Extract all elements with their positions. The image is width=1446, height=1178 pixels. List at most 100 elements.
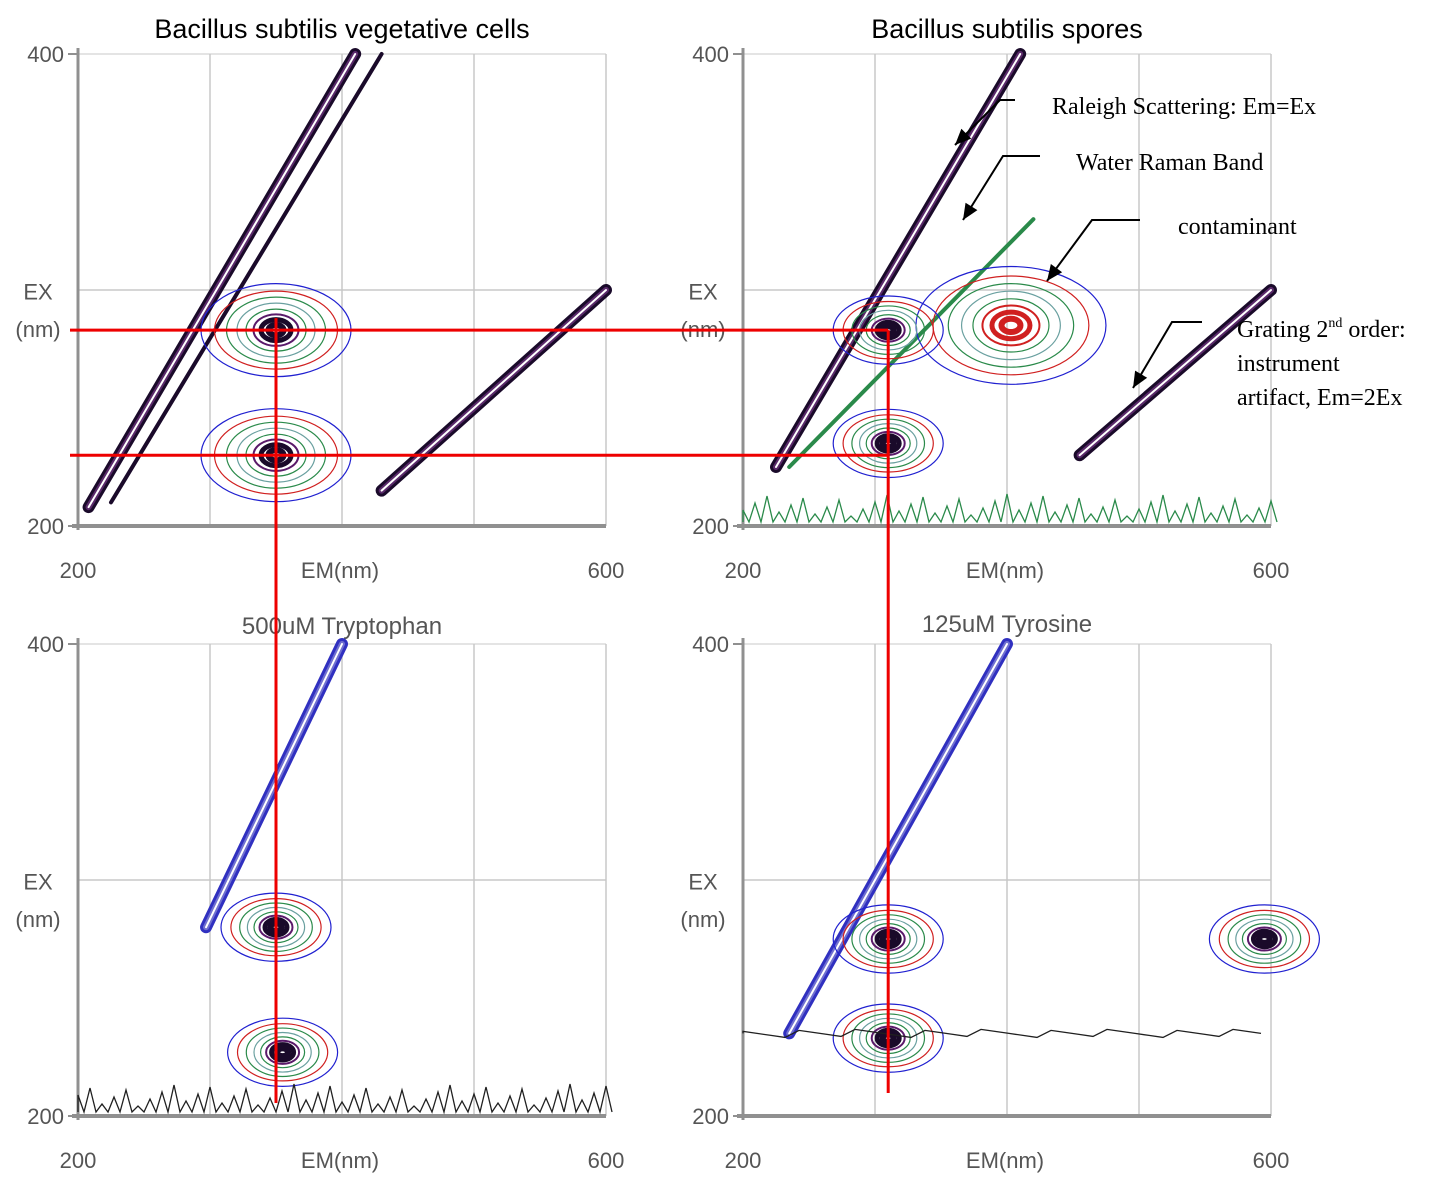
arrow-head <box>963 202 978 220</box>
band-water-raman-band <box>787 217 1036 469</box>
contour-ring <box>1218 909 1311 969</box>
contour-ring <box>269 1042 297 1063</box>
contour-ring <box>1250 928 1278 950</box>
chart-title: 125uM Tyrosine <box>922 611 1092 638</box>
band-core <box>1078 289 1272 457</box>
contour-ring <box>1255 932 1273 946</box>
contour-ring <box>972 298 1050 353</box>
x-tick-label-left: 200 <box>60 558 97 583</box>
y-tick-label-bottom: 200 <box>692 1104 729 1129</box>
arrow-rayleigh <box>954 99 1015 146</box>
band-grating-2nd-order <box>1073 284 1277 462</box>
band-core <box>380 289 607 492</box>
y-tick-label-top: 400 <box>27 632 64 657</box>
arrow-line <box>954 99 1015 146</box>
contour-ring <box>274 1045 292 1060</box>
contour-ring <box>260 1036 306 1069</box>
contour-ring <box>253 1031 312 1073</box>
arrow-line <box>962 155 1040 221</box>
x-tick-label-right: 600 <box>1253 1148 1290 1173</box>
y-tick-label-top: 400 <box>692 42 729 67</box>
band-stroke <box>787 217 1036 469</box>
band-water-raman-band <box>109 52 384 505</box>
contour-ring <box>998 315 1024 336</box>
red-guide-lines <box>70 318 890 1103</box>
x-tick-label-left: 200 <box>725 558 762 583</box>
band-core <box>788 643 1008 1035</box>
noise-contour <box>742 493 1278 525</box>
y-tick-label-bottom: 200 <box>27 514 64 539</box>
y-axis-label-line1: EX <box>23 279 53 304</box>
baseline-noise <box>742 1028 1262 1039</box>
arrow-contaminant <box>1046 219 1140 282</box>
x-tick-label-right: 600 <box>1253 558 1290 583</box>
arrow-head <box>1133 370 1148 388</box>
arrow-head <box>1047 263 1063 281</box>
arrow-head <box>955 128 972 145</box>
arrow-grating <box>1132 321 1202 389</box>
arrow-line <box>1132 321 1202 389</box>
band-core <box>205 643 343 929</box>
panels: 400 200 200 EM(nm) 600 EX (nm) Bacillus subtili… <box>15 14 1321 1173</box>
annotation-rayleigh: Raleigh Scattering: Em=Ex <box>1052 94 1316 120</box>
annotation-raman: Water Raman Band <box>1076 150 1263 176</box>
band-rayleigh-scattering <box>770 48 1027 473</box>
arrow-line <box>1046 219 1140 282</box>
x-axis-label: EM(nm) <box>966 1148 1044 1173</box>
contour-ring <box>1227 914 1302 964</box>
contour-ring <box>1241 922 1288 955</box>
band-rayleigh-scattering <box>783 638 1013 1040</box>
chart-panel-3: 400 200 200 EM(nm) 600 EX (nm) 500uM Tryptophan <box>15 613 624 1173</box>
band-stroke <box>109 52 384 505</box>
chart-panel-1: 400 200 200 EM(nm) 600 EX (nm) Bacillus subtili… <box>15 14 624 583</box>
chart-title: 500uM Tryptophan <box>242 613 442 640</box>
y-tick-label-bottom: 200 <box>692 514 729 539</box>
y-tick-label-top: 400 <box>692 632 729 657</box>
contour-ring <box>227 1017 339 1087</box>
contour-ring <box>1246 926 1282 952</box>
grating-prefix: Grating 2 <box>1237 317 1328 343</box>
grating-suffix: order: <box>1342 317 1405 343</box>
baseline-noise <box>742 493 1278 525</box>
contour-peak-4 <box>1208 904 1321 974</box>
arrow-raman <box>962 155 1040 221</box>
band-rayleigh-scattering <box>200 638 348 934</box>
x-tick-label-left: 200 <box>725 1148 762 1173</box>
x-tick-label-left: 200 <box>60 1148 97 1173</box>
x-axis-label: EM(nm) <box>301 1148 379 1173</box>
noise-contour <box>77 1083 613 1115</box>
contour-ring <box>1235 918 1294 960</box>
grating-superscript: nd <box>1328 316 1342 331</box>
y-axis-label-line2: (nm) <box>15 907 60 932</box>
contour-ring <box>947 283 1075 368</box>
chart-panel-4: 400 200 200 EM(nm) 600 EX (nm) 125uM Tyrosine <box>680 611 1321 1173</box>
chart-title: Bacillus subtilis vegetative cells <box>154 14 529 44</box>
band-rayleigh-scattering <box>82 48 362 514</box>
x-axis-label: EM(nm) <box>966 558 1044 583</box>
contour-ring <box>265 1039 301 1065</box>
y-axis-label-line1: EX <box>23 869 53 894</box>
contour-ring <box>1208 904 1321 974</box>
y-axis-label-line2: (nm) <box>15 317 60 342</box>
contour-ring <box>245 1027 320 1078</box>
contour-ring <box>236 1023 329 1082</box>
y-axis-label-line1: EX <box>688 279 718 304</box>
y-axis-label-line2: (nm) <box>680 907 725 932</box>
annotations: Raleigh Scattering: Em=Ex Water Raman Ba… <box>954 94 1406 411</box>
x-tick-label-right: 600 <box>588 1148 625 1173</box>
contour-ring <box>981 304 1041 347</box>
y-axis-label-line1: EX <box>688 869 718 894</box>
band-grating-2nd-order <box>375 284 612 497</box>
chart-title: Bacillus subtilis spores <box>871 14 1143 44</box>
contour-ring <box>989 309 1033 342</box>
y-tick-label-top: 400 <box>27 42 64 67</box>
noise-contour <box>742 1028 1262 1039</box>
band-core <box>87 53 357 509</box>
contour-ring <box>960 290 1061 361</box>
x-axis-label: EM(nm) <box>301 558 379 583</box>
y-tick-label-bottom: 200 <box>27 1104 64 1129</box>
contour-peak-3 <box>227 1017 339 1087</box>
annotation-grating-line3: artifact, Em=2Ex <box>1237 385 1402 411</box>
